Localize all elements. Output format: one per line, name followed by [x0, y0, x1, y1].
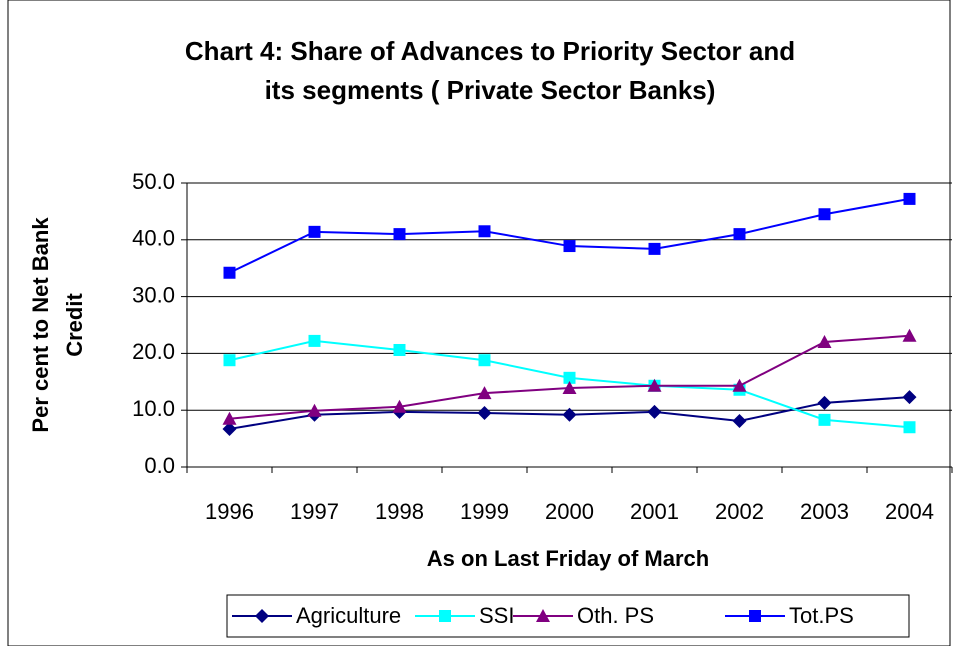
y-axis-title: Credit	[62, 293, 87, 357]
marker	[562, 407, 577, 422]
x-tick-label: 2003	[800, 499, 849, 524]
chart-title: its segments ( Private Sector Banks)	[265, 75, 716, 105]
marker	[477, 386, 492, 400]
y-axis-title: Per cent to Net Bank	[28, 217, 53, 433]
marker	[902, 328, 917, 342]
marker	[733, 228, 746, 241]
x-tick-label: 2004	[885, 499, 934, 524]
marker	[439, 610, 451, 622]
chart-frame	[7, 0, 951, 646]
marker	[222, 411, 237, 425]
x-tick-label: 1997	[290, 499, 339, 524]
y-tick-label: 10.0	[132, 396, 175, 421]
legend-label: Tot.PS	[789, 603, 854, 628]
y-tick-label: 30.0	[132, 282, 175, 307]
marker	[903, 192, 916, 205]
marker	[307, 403, 322, 417]
marker	[563, 240, 576, 253]
marker	[223, 266, 236, 279]
x-tick-label: 2002	[715, 499, 764, 524]
marker	[818, 413, 831, 426]
marker	[732, 378, 747, 392]
y-tick-label: 0.0	[144, 453, 175, 478]
x-tick-label: 1998	[375, 499, 424, 524]
marker	[536, 609, 550, 622]
marker	[647, 378, 662, 392]
marker	[562, 381, 577, 395]
marker	[393, 343, 406, 356]
marker	[222, 421, 237, 436]
marker	[477, 406, 492, 421]
marker	[732, 413, 747, 428]
x-tick-label: 1996	[205, 499, 254, 524]
y-tick-label: 50.0	[132, 169, 175, 194]
marker	[903, 421, 916, 434]
marker	[647, 404, 662, 419]
marker	[817, 395, 832, 410]
legend-label: Agriculture	[296, 603, 401, 628]
legend-label: Oth. PS	[577, 603, 654, 628]
x-tick-label: 2000	[545, 499, 594, 524]
marker	[818, 208, 831, 221]
marker	[902, 390, 917, 405]
marker	[478, 225, 491, 238]
y-tick-label: 20.0	[132, 339, 175, 364]
marker	[817, 335, 832, 349]
marker	[749, 610, 761, 622]
marker	[223, 354, 236, 367]
x-tick-label: 2001	[630, 499, 679, 524]
legend-label: SSI	[479, 603, 514, 628]
x-tick-label: 1999	[460, 499, 509, 524]
x-axis-title: As on Last Friday of March	[427, 546, 709, 571]
marker	[392, 399, 407, 413]
marker	[308, 334, 321, 347]
marker	[563, 371, 576, 384]
marker	[648, 242, 661, 255]
marker	[308, 225, 321, 238]
marker	[393, 228, 406, 241]
marker	[478, 354, 491, 367]
marker	[255, 609, 269, 623]
y-tick-label: 40.0	[132, 226, 175, 251]
chart-title: Chart 4: Share of Advances to Priority S…	[185, 36, 795, 66]
